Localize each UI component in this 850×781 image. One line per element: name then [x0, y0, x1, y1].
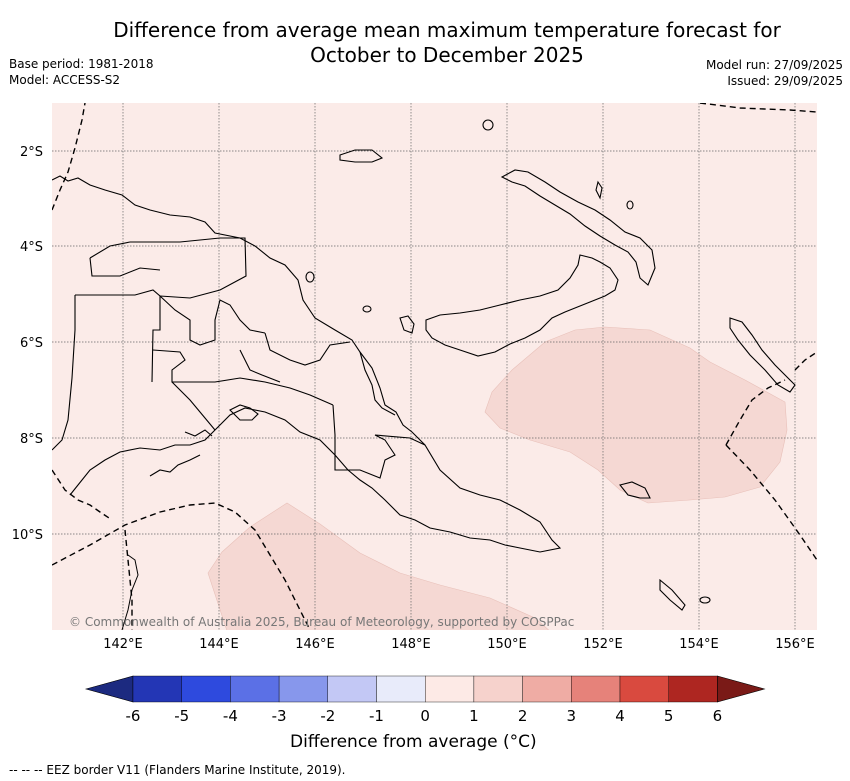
colorbar-segment	[181, 675, 231, 703]
lat-label: 2°S	[20, 145, 43, 160]
colorbar-tick: 4	[615, 707, 625, 725]
lat-label: 8°S	[20, 432, 43, 447]
eez-borders	[52, 103, 817, 630]
coast-cape-york	[121, 554, 139, 630]
colorbar-tick: -5	[174, 707, 189, 725]
colorbar-segment	[327, 675, 377, 703]
colorbar-segment	[376, 675, 426, 703]
meta-right: Model run: 27/09/2025 Issued: 29/09/2025	[706, 57, 843, 89]
colorbar	[84, 675, 766, 703]
lat-label: 4°S	[20, 240, 43, 255]
anomaly-region-south	[207, 502, 550, 630]
eez-footnote: -- -- -- EEZ border V11 (Flanders Marine…	[9, 763, 346, 777]
colorbar-segment	[230, 675, 280, 703]
colorbar-segment	[571, 675, 621, 703]
colorbar-segment	[132, 675, 182, 703]
colorbar-ticks: -6 -5 -4 -3 -2 -1 0 1 2 3 4 5 6	[126, 707, 723, 725]
coast-bougainville	[729, 317, 796, 393]
issued-date: Issued: 29/09/2025	[727, 74, 843, 88]
colorbar-segment	[619, 675, 669, 703]
colorbar-segment	[425, 675, 475, 703]
lon-label: 146°E	[295, 637, 335, 652]
colorbar-tick: 0	[420, 707, 430, 725]
model-run: Model run: 27/09/2025	[705, 58, 843, 72]
title-line-1: Difference from average mean maximum tem…	[113, 18, 781, 42]
coast-new-britain	[425, 254, 619, 357]
lon-label: 142°E	[103, 637, 143, 652]
base-period: Base period: 1981-2018	[9, 57, 154, 71]
lon-label: 150°E	[487, 637, 527, 652]
colorbar-extend-low	[84, 675, 134, 703]
colorbar-tick: 1	[469, 707, 479, 725]
lon-label: 144°E	[199, 637, 239, 652]
copyright-notice: © Commonwealth of Australia 2025, Bureau…	[69, 615, 574, 629]
coast-manus	[339, 149, 384, 163]
colorbar-tick: 2	[518, 707, 528, 725]
colorbar-segment	[668, 675, 718, 703]
colorbar-segment	[473, 675, 523, 703]
colorbar-tick: -2	[320, 707, 335, 725]
colorbar-tick: 6	[713, 707, 723, 725]
colorbar-label: Difference from average (°C)	[290, 732, 537, 752]
colorbar-tick: -3	[272, 707, 287, 725]
colorbar-segment	[278, 675, 329, 703]
colorbar-tick: 5	[664, 707, 674, 725]
model-name: Model: ACCESS-S2	[9, 73, 121, 87]
coastlines	[52, 119, 796, 611]
colorbar-tick: -1	[369, 707, 384, 725]
colorbar-tick: -4	[223, 707, 238, 725]
lat-label: 10°S	[12, 528, 43, 543]
lon-label: 154°E	[679, 637, 719, 652]
coast-new-guinea	[52, 175, 562, 553]
meta-left: Base period: 1981-2018 Model: ACCESS-S2	[9, 56, 154, 88]
anomaly-region-east	[484, 326, 788, 504]
colorbar-extend-high	[717, 675, 766, 703]
title-line-2: October to December 2025	[310, 43, 584, 67]
lat-label: 6°S	[20, 336, 43, 351]
map-title: Difference from average mean maximum tem…	[0, 18, 850, 68]
lon-label: 156°E	[775, 637, 815, 652]
colorbar-tick: -6	[126, 707, 141, 725]
graticule	[52, 103, 817, 630]
longitude-labels: 142°E 144°E 146°E 148°E 150°E 152°E 154°…	[103, 637, 815, 652]
colorbar-tick: 3	[567, 707, 577, 725]
coast-new-ireland	[500, 169, 656, 286]
lon-label: 152°E	[583, 637, 623, 652]
colorbar-segment	[522, 675, 572, 703]
lon-label: 148°E	[391, 637, 431, 652]
latitude-labels: 2°S 4°S 6°S 8°S 10°S	[12, 145, 43, 543]
